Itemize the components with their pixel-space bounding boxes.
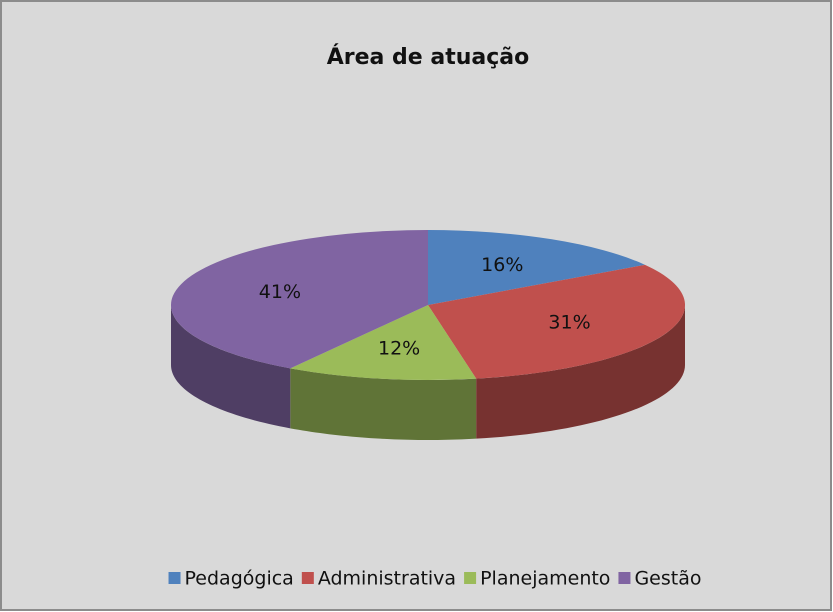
legend-label: Pedagógica (185, 568, 294, 590)
legend: Pedagógica Administrativa Planejamento Gest… (168, 568, 701, 590)
pie-sides (171, 305, 685, 440)
pie-slice-side (476, 305, 685, 439)
legend-swatch (301, 572, 314, 584)
pie-tops (171, 230, 685, 380)
legend-swatch (168, 572, 181, 584)
pie-slice-side (171, 305, 291, 429)
data-label: 41% (259, 281, 301, 303)
pie-slice (290, 305, 477, 380)
data-label: 31% (548, 311, 590, 333)
legend-label: Planejamento (480, 568, 610, 590)
legend-label: Gestão (634, 568, 701, 590)
pie-slice (428, 264, 685, 379)
legend-swatch (618, 572, 631, 584)
pie-slice (428, 230, 645, 305)
legend-swatch (464, 572, 477, 584)
chart-title: Área de atuação (327, 44, 530, 70)
data-labels: 16% 31% 12% 41% (259, 254, 591, 360)
pie-slice-side (290, 368, 477, 440)
legend-label: Administrativa (318, 568, 456, 590)
pie-slice (171, 230, 429, 369)
data-label: 16% (481, 254, 523, 276)
data-label: 12% (378, 338, 420, 360)
